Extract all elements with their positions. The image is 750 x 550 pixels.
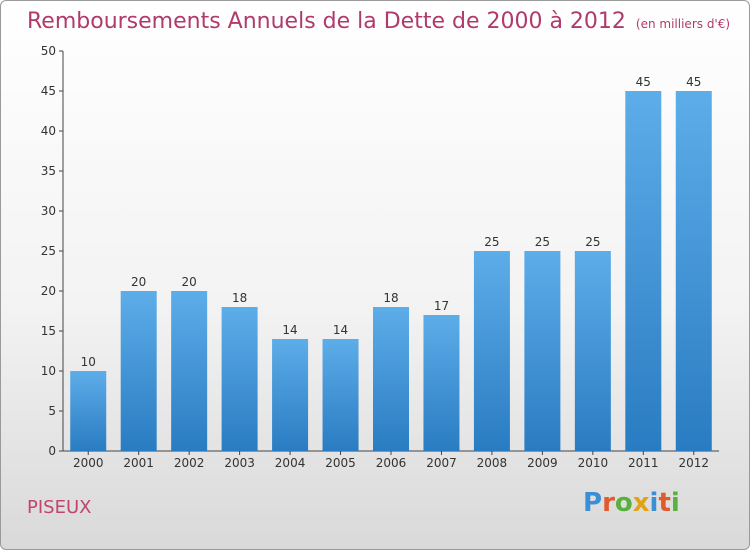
y-tick-label: 10 [41, 364, 56, 378]
y-tick-label: 0 [48, 444, 56, 458]
unit-label: (en milliers d'€) [635, 17, 731, 31]
logo-letter: r [602, 488, 615, 518]
x-tick-label: 2003 [224, 456, 255, 470]
logo-letter: i [670, 488, 680, 518]
logo-letter: t [658, 488, 671, 518]
proxiti-logo: Proxiti [583, 488, 680, 518]
x-tick-label: 2008 [477, 456, 508, 470]
y-tick-label: 15 [41, 324, 56, 338]
town-name: PISEUX [27, 497, 92, 518]
data-label: 25 [585, 235, 600, 249]
x-tick-label: 2000 [73, 456, 104, 470]
y-tick-label: 25 [41, 244, 56, 258]
bar-2011 [625, 91, 662, 451]
y-tick-label: 35 [41, 164, 56, 178]
y-tick-label: 30 [41, 204, 56, 218]
bar-2005 [322, 339, 359, 451]
x-tick-label: 2010 [578, 456, 609, 470]
data-label: 45 [636, 75, 651, 89]
data-label: 18 [232, 291, 247, 305]
bar-2007 [423, 315, 460, 451]
x-tick-label: 2012 [678, 456, 709, 470]
bar-2008 [473, 251, 510, 451]
data-label: 45 [686, 75, 701, 89]
chart-title: Remboursements Annuels de la Dette de 20… [27, 9, 730, 34]
x-tick-label: 2002 [174, 456, 205, 470]
x-tick-label: 2001 [123, 456, 154, 470]
title-text: Remboursements Annuels de la Dette de 20… [27, 9, 626, 34]
x-tick-label: 2007 [426, 456, 457, 470]
bar-2002 [171, 291, 208, 451]
y-tick-label: 40 [41, 124, 56, 138]
data-label: 18 [383, 291, 398, 305]
logo-letter: o [614, 488, 633, 518]
data-label: 20 [182, 275, 197, 289]
data-label: 25 [484, 235, 499, 249]
bar-2000 [70, 371, 107, 451]
x-tick-label: 2004 [275, 456, 306, 470]
data-label: 25 [535, 235, 550, 249]
bar-2004 [272, 339, 309, 451]
logo-letter: P [583, 488, 603, 518]
bar-2003 [221, 307, 258, 451]
y-tick-label: 50 [41, 44, 56, 58]
data-label: 14 [282, 323, 297, 337]
data-label: 10 [81, 355, 96, 369]
y-tick-label: 20 [41, 284, 56, 298]
y-tick-label: 5 [48, 404, 56, 418]
data-label: 20 [131, 275, 146, 289]
x-tick-label: 2009 [527, 456, 558, 470]
bar-2012 [675, 91, 712, 451]
bar-2009 [524, 251, 561, 451]
bar-2001 [120, 291, 157, 451]
logo-letter: i [649, 488, 659, 518]
y-tick-label: 45 [41, 84, 56, 98]
x-tick-label: 2006 [376, 456, 407, 470]
bar-2006 [373, 307, 409, 451]
logo-letter: x [632, 488, 650, 518]
x-tick-label: 2005 [325, 456, 356, 470]
bar-2010 [574, 251, 611, 451]
data-label: 14 [333, 323, 348, 337]
data-label: 17 [434, 299, 449, 313]
x-tick-label: 2011 [628, 456, 659, 470]
